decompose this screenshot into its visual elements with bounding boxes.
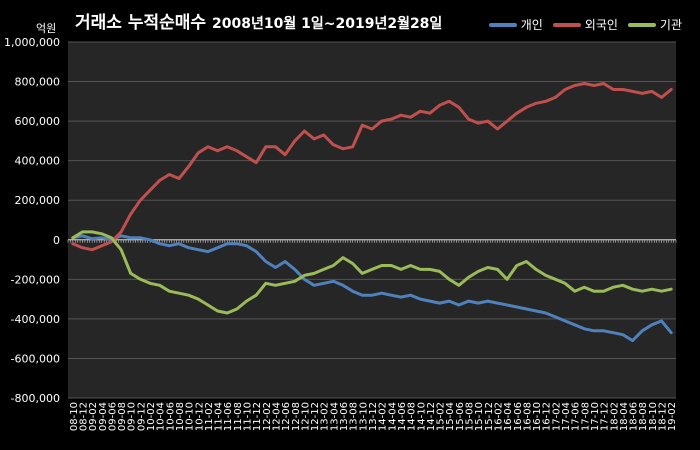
x-tick-label: 16-04 (503, 402, 514, 431)
y-tick-label: 800,000 (15, 76, 61, 89)
legend: 개인 외국인 기관 (488, 16, 682, 33)
x-tick-label: 14-12 (426, 402, 437, 431)
y-tick-label: -200,000 (11, 273, 60, 286)
y-tick-label: 1,000,000 (4, 36, 60, 49)
x-tick-label: 09-10 (127, 402, 138, 431)
x-tick-label: 18-06 (629, 402, 640, 431)
x-tick-label: 12-02 (262, 402, 273, 431)
x-tick-label: 09-02 (88, 402, 99, 431)
legend-swatch-개인 (488, 22, 517, 27)
x-tick-label: 17-02 (551, 402, 562, 431)
x-tick-label: 17-12 (600, 402, 611, 431)
x-tick-label: 13-04 (329, 402, 340, 431)
series-line-개인 (71, 234, 673, 343)
y-axis-unit: 억원 (36, 22, 57, 35)
x-tick-label: 17-06 (571, 402, 582, 431)
chart-subtitle: 2008년10월 1일~2019년2월28일 (212, 16, 443, 32)
x-tick-label: 11-12 (252, 402, 263, 431)
x-tick-label: 11-04 (214, 402, 225, 431)
x-tick-label: 15-12 (484, 402, 495, 431)
legend-item-개인: 개인 (488, 16, 543, 33)
legend-swatch-기관 (627, 22, 656, 27)
x-tick-label: 14-10 (416, 402, 427, 431)
x-tick-label: 16-12 (542, 402, 553, 431)
x-tick-label: 09-04 (98, 402, 109, 431)
x-tick-label: 18-10 (648, 402, 659, 431)
x-tick-label: 09-06 (107, 402, 118, 431)
x-tick-label: 17-10 (590, 402, 601, 431)
legend-swatch-외국인 (552, 22, 581, 27)
y-tick-label: -600,000 (11, 352, 60, 365)
y-tick-label: -400,000 (11, 313, 60, 326)
x-tick-label: 17-04 (561, 402, 572, 431)
x-tick-label: 12-04 (271, 402, 282, 431)
legend-label-개인: 개인 (520, 18, 543, 32)
x-tick-label: 15-08 (465, 402, 476, 431)
chart-title: 거래소 누적순매수 2008년10월 1일~2019년2월28일 (75, 8, 442, 33)
x-tick-label: 12-08 (291, 402, 302, 431)
x-tick-label: 16-02 (493, 402, 504, 431)
x-tick-label: 10-08 (175, 402, 186, 431)
x-tick-label: 12-12 (310, 402, 321, 431)
x-tick-label: 19-02 (667, 402, 678, 431)
y-tick-label: 200,000 (15, 194, 61, 207)
x-tick-label: 08-10 (69, 402, 80, 431)
x-tick-label: 10-02 (146, 402, 157, 431)
x-tick-label: 15-02 (436, 402, 447, 431)
x-tick-label: 13-10 (358, 402, 369, 431)
x-tick-label: 13-12 (368, 402, 379, 431)
x-tick-label: 16-06 (513, 402, 524, 431)
x-tick-label: 10-10 (185, 402, 196, 431)
x-tick-label: 10-04 (156, 402, 167, 431)
y-tick-label: 600,000 (15, 115, 61, 128)
series-line-기관 (71, 230, 673, 315)
x-tick-label: 18-12 (658, 402, 669, 431)
x-tick-label: 15-10 (474, 402, 485, 431)
x-tick-label: 11-02 (204, 402, 215, 431)
x-tick-label: 12-10 (300, 402, 311, 431)
chart-title-main: 거래소 누적순매수 (75, 13, 207, 33)
x-tick-label: 15-06 (455, 402, 466, 431)
x-tick-label: 11-10 (243, 402, 254, 431)
x-tick-label: 14-04 (387, 402, 398, 431)
legend-label-기관: 기관 (659, 18, 682, 32)
x-tick-label: 14-06 (397, 402, 408, 431)
x-tick-label: 18-02 (609, 402, 620, 431)
x-tick-label: 11-08 (233, 402, 244, 431)
x-tick-label: 12-06 (281, 402, 292, 431)
x-tick-label: 13-06 (339, 402, 350, 431)
legend-item-외국인: 외국인 (552, 16, 618, 33)
x-tick-label: 09-12 (136, 402, 147, 431)
y-tick-label: 400,000 (15, 155, 61, 168)
x-tick-label: 18-08 (638, 402, 649, 431)
x-tick-label: 09-08 (117, 402, 128, 431)
x-tick-label: 13-08 (349, 402, 360, 431)
x-tick-label: 16-10 (532, 402, 543, 431)
y-tick-label: -800,000 (11, 392, 60, 405)
x-tick-label: 15-04 (445, 402, 456, 431)
y-tick-label: 0 (53, 234, 60, 247)
x-tick-label: 13-02 (320, 402, 331, 431)
plot-background (68, 42, 676, 398)
series-line-외국인 (71, 82, 673, 252)
x-tick-label: 18-04 (619, 402, 630, 431)
x-tick-label: 14-08 (407, 402, 418, 431)
legend-label-외국인: 외국인 (584, 18, 618, 32)
x-tick-label: 16-08 (522, 402, 533, 431)
x-tick-label: 14-02 (378, 402, 389, 431)
x-tick-label: 08-12 (78, 402, 89, 431)
legend-item-기관: 기관 (627, 16, 682, 33)
x-tick-label: 10-06 (165, 402, 176, 431)
x-tick-label: 11-06 (223, 402, 234, 431)
x-tick-label: 10-12 (194, 402, 205, 431)
x-tick-label: 17-08 (580, 402, 591, 431)
